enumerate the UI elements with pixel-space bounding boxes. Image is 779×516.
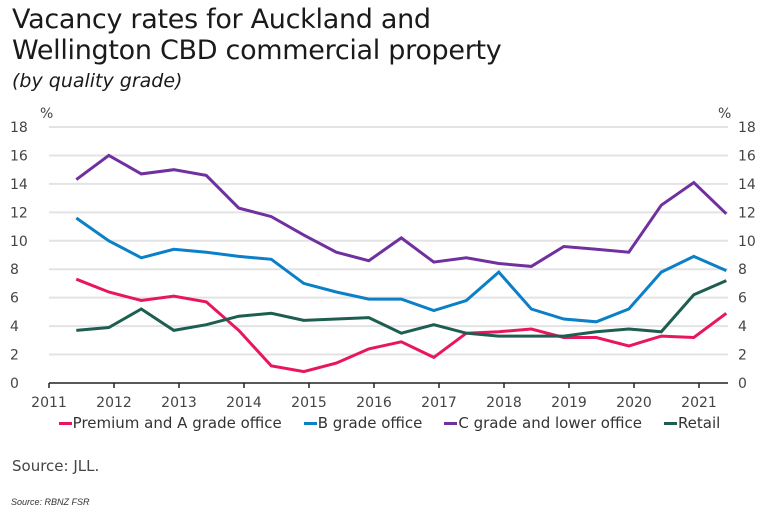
y-unit-left: % — [40, 106, 53, 122]
y-tick-label-left: 0 — [10, 376, 19, 392]
legend-label-retail: Retail — [677, 414, 721, 432]
series-line-b-grade-office — [75, 216, 727, 324]
legend-swatch-b-grade — [303, 421, 317, 425]
y-tick-label-left: 12 — [10, 205, 28, 221]
chart-title-line-2: Wellington CBD commercial property — [12, 35, 502, 66]
x-axis: 2011 2012 2013 2014 2015 2016 2017 2018 2019 2020… — [31, 382, 728, 411]
series-line-c-grade-and-lower-office — [75, 153, 728, 268]
series-premium-and-a-grade-office — [75, 277, 728, 374]
y-tick-label-left: 14 — [10, 177, 28, 193]
legend-label-b-grade: B grade office — [317, 414, 423, 432]
y-tick-label-right: 16 — [738, 148, 756, 164]
y-tick-label-left: 8 — [10, 262, 19, 278]
x-tick-label: 2020 — [616, 395, 652, 411]
y-tick-label-left: 6 — [10, 291, 19, 307]
series-lines — [75, 153, 728, 374]
legend-item-premium: Premium and A grade office — [58, 414, 282, 432]
x-tick-label: 2014 — [226, 395, 262, 411]
y-tick-label-left: 2 — [10, 348, 19, 364]
series-line-retail — [76, 279, 727, 338]
x-tick-label: 2012 — [96, 395, 132, 411]
y-tick-label-left: 4 — [10, 319, 19, 335]
chart-title: Vacancy rates for Auckland and Wellingto… — [12, 4, 772, 66]
y-tick-label-right: 6 — [738, 291, 747, 307]
y-tick-label-right: 0 — [738, 376, 747, 392]
series-line-premium-and-a-grade-office — [75, 277, 728, 374]
x-tick-label: 2019 — [551, 395, 587, 411]
legend-label-c-grade: C grade and lower office — [458, 414, 642, 432]
x-tick-label: 2018 — [486, 395, 522, 411]
series-retail — [76, 279, 727, 338]
x-tick-label: 2011 — [31, 395, 67, 411]
y-axis-left: % 0 2 4 6 8 10 12 14 16 18 — [10, 106, 53, 392]
y-tick-label-right: 2 — [738, 348, 747, 364]
legend-item-retail: Retail — [663, 414, 721, 432]
x-tick-label: 2015 — [291, 395, 327, 411]
y-tick-label-left: 10 — [10, 234, 28, 250]
y-tick-label-left: 16 — [10, 148, 28, 164]
y-axis-right: % 0 2 4 6 8 10 12 14 16 18 — [718, 106, 756, 392]
x-tick-label: 2021 — [681, 395, 717, 411]
series-c-grade-and-lower-office — [75, 153, 728, 268]
y-tick-label-right: 10 — [738, 234, 756, 250]
legend-item-b-grade: B grade office — [303, 414, 423, 432]
y-tick-label-right: 18 — [738, 120, 756, 136]
x-tick-label: 2016 — [356, 395, 392, 411]
source-note: Source: JLL. — [12, 457, 100, 475]
legend-swatch-retail — [663, 421, 677, 425]
legend-swatch-c-grade — [444, 421, 458, 425]
legend-item-c-grade: C grade and lower office — [444, 414, 642, 432]
series-b-grade-office — [75, 216, 727, 324]
x-tick-label: 2013 — [161, 395, 197, 411]
y-unit-right: % — [718, 106, 731, 122]
legend-label-premium: Premium and A grade office — [72, 414, 282, 432]
y-tick-label-right: 4 — [738, 319, 747, 335]
y-tick-label-right: 8 — [738, 262, 747, 278]
legend: Premium and A grade office B grade offic… — [0, 414, 779, 432]
y-tick-label-right: 14 — [738, 177, 756, 193]
x-tick-label: 2017 — [421, 395, 457, 411]
y-tick-label-left: 18 — [10, 120, 28, 136]
legend-swatch-premium — [58, 421, 72, 425]
gridlines — [49, 126, 728, 356]
footnote: Source: RBNZ FSR — [11, 497, 90, 507]
chart-title-line-1: Vacancy rates for Auckland and — [12, 4, 431, 35]
chart-subtitle: (by quality grade) — [12, 70, 183, 92]
y-tick-label-right: 12 — [738, 205, 756, 221]
